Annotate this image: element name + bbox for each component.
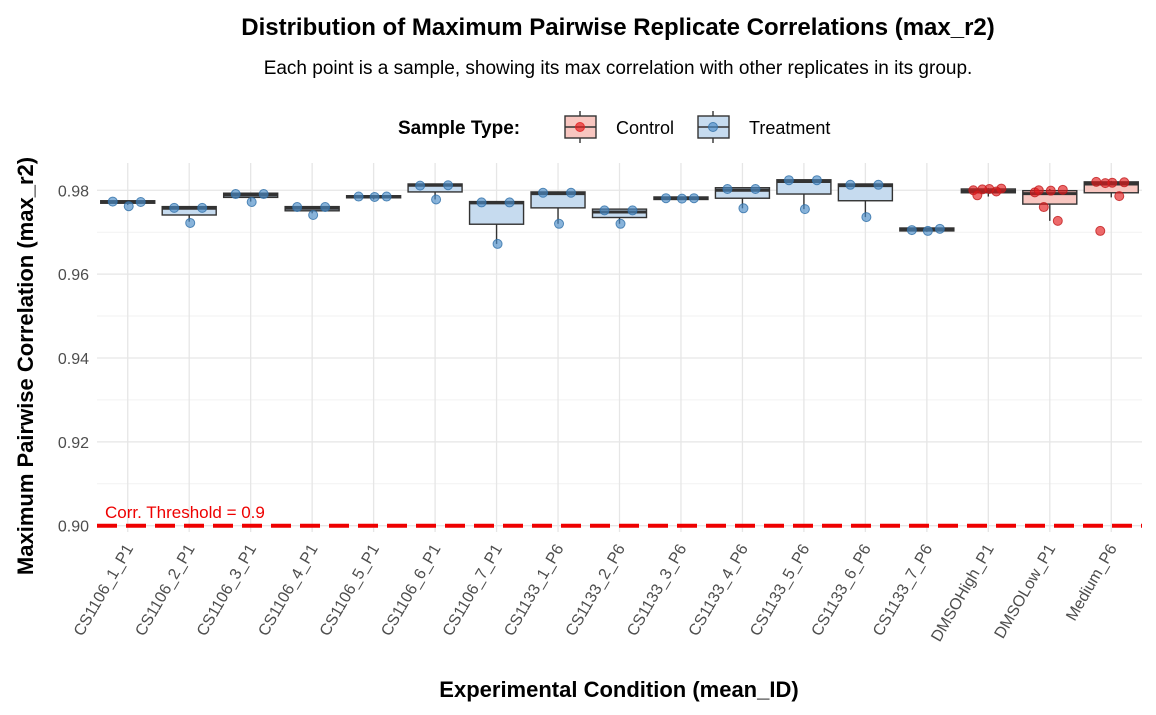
- x-tick-label: CS1133_2_P6: [563, 541, 629, 639]
- data-point: [934, 223, 945, 234]
- data-point: [369, 191, 380, 202]
- data-point: [258, 189, 269, 200]
- x-tick-label: CS1133_3_P6: [624, 541, 690, 639]
- data-point: [1091, 176, 1102, 187]
- y-tick-label: 0.98: [58, 183, 89, 200]
- data-point: [246, 196, 257, 207]
- chart-subtitle: Each point is a sample, showing its max …: [264, 58, 973, 79]
- data-point: [292, 202, 303, 213]
- data-point: [873, 179, 884, 190]
- data-point: [554, 218, 565, 229]
- data-point: [599, 205, 610, 216]
- data-points: [107, 175, 1130, 249]
- data-point: [538, 187, 549, 198]
- box-CS1133_4_P6: [714, 187, 771, 199]
- x-tick-label: DMSOHigh_P1: [928, 541, 997, 644]
- x-tick-label: CS1133_7_P6: [870, 541, 936, 639]
- x-tick-label: Medium_P6: [1063, 541, 1120, 624]
- data-point: [906, 225, 917, 236]
- gridlines-major: [97, 163, 1142, 532]
- x-tick-label: CS1133_6_P6: [809, 541, 875, 639]
- data-point: [566, 187, 577, 198]
- data-point: [1100, 178, 1111, 189]
- legend-label-control: Control: [616, 118, 674, 138]
- data-point: [476, 197, 487, 208]
- data-point: [123, 201, 134, 212]
- data-point: [230, 189, 241, 200]
- data-point: [1095, 225, 1106, 236]
- y-tick-label: 0.90: [58, 519, 89, 536]
- x-axis-ticks: CS1106_1_P1CS1106_2_P1CS1106_3_P1CS1106_…: [71, 541, 1121, 644]
- data-point: [922, 225, 933, 236]
- data-point: [1119, 177, 1130, 188]
- data-point: [688, 193, 699, 204]
- x-tick-label: CS1106_4_P1: [255, 541, 321, 639]
- x-tick-label: CS1133_1_P6: [501, 541, 567, 639]
- data-point: [308, 209, 319, 220]
- data-point: [811, 175, 822, 186]
- data-point: [783, 175, 794, 186]
- legend-label-treatment: Treatment: [749, 118, 830, 138]
- x-tick-label: CS1106_6_P1: [378, 541, 444, 639]
- data-point: [431, 194, 442, 205]
- legend: Sample Type: Control Treatment: [398, 111, 830, 143]
- x-tick-label: CS1106_1_P1: [71, 541, 137, 639]
- data-point: [799, 204, 810, 215]
- data-point: [1057, 184, 1068, 195]
- x-tick-label: CS1106_5_P1: [317, 541, 383, 639]
- legend-key-control: [564, 111, 597, 143]
- x-tick-label: CS1133_5_P6: [747, 541, 813, 639]
- data-point: [750, 183, 761, 194]
- data-point: [107, 196, 118, 207]
- box-CS1106_2_P1: [161, 205, 217, 216]
- x-tick-label: DMSOLow_P1: [992, 541, 1060, 641]
- y-tick-label: 0.92: [58, 435, 89, 452]
- data-point: [504, 197, 515, 208]
- x-axis-title: Experimental Condition (mean_ID): [439, 677, 798, 702]
- data-point: [991, 186, 1002, 197]
- data-point: [381, 191, 392, 202]
- x-tick-label: CS1106_7_P1: [440, 541, 506, 639]
- data-point: [415, 180, 426, 191]
- data-point: [320, 202, 331, 213]
- data-point: [972, 190, 983, 201]
- data-point: [135, 196, 146, 207]
- y-tick-label: 0.94: [58, 351, 89, 368]
- threshold-label: Corr. Threshold = 0.9: [105, 503, 265, 522]
- x-tick-label: CS1106_3_P1: [194, 541, 260, 639]
- legend-key-treatment: [697, 111, 730, 143]
- data-point: [627, 205, 638, 216]
- chart-title: Distribution of Maximum Pairwise Replica…: [241, 14, 995, 41]
- x-tick-label: CS1106_2_P1: [132, 541, 198, 639]
- data-point: [861, 212, 872, 223]
- data-point: [722, 183, 733, 194]
- data-point: [353, 191, 364, 202]
- data-point: [738, 203, 749, 214]
- data-point: [1033, 185, 1044, 196]
- data-point: [443, 180, 454, 191]
- data-point: [1114, 191, 1125, 202]
- data-point: [1038, 202, 1049, 213]
- data-point: [660, 193, 671, 204]
- y-axis-ticks: 0.90 0.92 0.94 0.96 0.98: [58, 183, 89, 535]
- data-point: [1045, 185, 1056, 196]
- y-tick-label: 0.96: [58, 267, 89, 284]
- data-point: [197, 202, 208, 213]
- data-point: [185, 217, 196, 228]
- data-point: [169, 202, 180, 213]
- threshold: Corr. Threshold = 0.9: [97, 503, 1142, 528]
- data-point: [615, 218, 626, 229]
- y-axis-title: Maximum Pairwise Correlation (max_r2): [13, 157, 38, 575]
- x-tick-label: CS1133_4_P6: [686, 541, 752, 639]
- legend-title: Sample Type:: [398, 118, 520, 139]
- data-point: [492, 238, 503, 249]
- data-point: [845, 179, 856, 190]
- data-point: [676, 193, 687, 204]
- data-point: [1052, 215, 1063, 226]
